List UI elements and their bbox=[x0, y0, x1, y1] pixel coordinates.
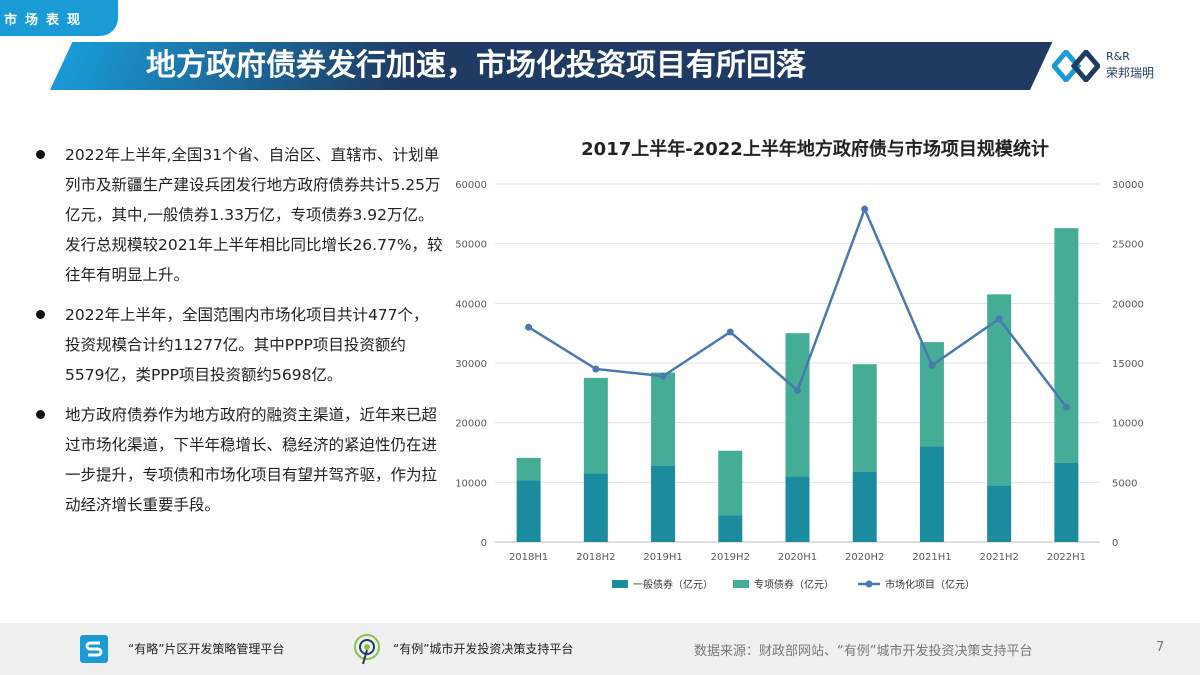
bar-general-bond bbox=[919, 446, 944, 542]
data-source: 数据来源：财政部网站、“有例”城市开发投资决策支持平台 bbox=[694, 644, 1033, 659]
logo-text-cn: 荣邦瑞明 bbox=[1106, 66, 1155, 80]
x-tick-label: 2019H1 bbox=[643, 552, 682, 563]
line-point bbox=[592, 365, 600, 373]
bar-special-bond bbox=[987, 294, 1012, 486]
page-number: 7 bbox=[1156, 640, 1165, 655]
bullet-dot-icon bbox=[36, 150, 45, 159]
y-right-tick-label: 5000 bbox=[1112, 478, 1137, 489]
y-right-tick-label: 0 bbox=[1112, 538, 1118, 549]
line-point bbox=[794, 386, 801, 394]
y-right-tick-label: 15000 bbox=[1112, 359, 1144, 370]
bar-special-bond bbox=[516, 457, 541, 481]
legend-label-special-bond: 专项债券（亿元） bbox=[754, 578, 834, 591]
bar-special-bond bbox=[852, 364, 877, 472]
title-bar: 地方政府债券发行加速，市场化投资项目有所回落 bbox=[50, 42, 1053, 90]
bullet-item: 2022年上半年,全国31个省、自治区、直辖市、计划单列市及新疆生产建设兵团发行… bbox=[36, 140, 444, 290]
x-tick-label: 2022H1 bbox=[1047, 552, 1086, 563]
line-point bbox=[861, 205, 869, 213]
bullet-item: 地方政府债券作为地方政府的融资主渠道，近年来已超过市场化渠道，下半年稳增长、稳经… bbox=[36, 400, 444, 520]
bar-general-bond bbox=[987, 485, 1012, 542]
page-title: 地方政府债券发行加速，市场化投资项目有所回落 bbox=[146, 48, 806, 83]
y-left-tick-label: 10000 bbox=[455, 478, 487, 489]
bar-general-bond bbox=[583, 473, 608, 542]
legend-label-market-projects: 市场化项目（亿元） bbox=[885, 578, 975, 591]
youli-platform-icon bbox=[354, 634, 380, 665]
logo-mark-icon bbox=[1052, 50, 1100, 82]
bullet-text: 2022年上半年，全国范围内市场化项目共计477个，投资规模合计约11277亿。… bbox=[65, 306, 429, 384]
company-logo: R&R 荣邦瑞明 bbox=[1052, 46, 1192, 86]
bar-general-bond bbox=[785, 476, 810, 542]
youlue-platform-icon bbox=[80, 635, 108, 663]
line-point bbox=[726, 328, 734, 336]
chart-title: 2017上半年-2022上半年地方政府债与市场项目规模统计 bbox=[581, 139, 1049, 160]
y-right-tick-label: 25000 bbox=[1112, 240, 1144, 251]
y-right-tick-label: 30000 bbox=[1112, 180, 1144, 191]
x-tick-label: 2019H2 bbox=[711, 552, 750, 563]
x-tick-label: 2021H1 bbox=[912, 552, 951, 563]
bar-general-bond bbox=[516, 480, 541, 542]
bar-special-bond bbox=[651, 372, 676, 466]
legend-label-general-bond: 一般债券（亿元） bbox=[633, 578, 713, 591]
bullet-item: 2022年上半年，全国范围内市场化项目共计477个，投资规模合计约11277亿。… bbox=[36, 300, 444, 390]
y-left-tick-label: 20000 bbox=[455, 419, 487, 430]
y-left-tick-label: 60000 bbox=[455, 180, 487, 191]
logo-text-en: R&R bbox=[1106, 50, 1130, 63]
y-right-tick-label: 10000 bbox=[1112, 419, 1144, 430]
bar-special-bond bbox=[583, 377, 608, 474]
y-left-tick-label: 0 bbox=[481, 538, 487, 549]
bar-general-bond bbox=[718, 515, 743, 542]
combo-chart: 0 10000 20000 30000 40000 50000 60000 0 5000 1000… bbox=[455, 180, 1144, 591]
legend-swatch-special-bond bbox=[733, 580, 749, 588]
platform-youli-label: “有例”城市开发投资决策支持平台 bbox=[393, 642, 574, 656]
y-left-tick-label: 30000 bbox=[455, 359, 487, 370]
x-tick-label: 2021H2 bbox=[979, 552, 1018, 563]
bullet-dot-icon bbox=[36, 410, 45, 419]
bullet-text: 2022年上半年,全国31个省、自治区、直辖市、计划单列市及新疆生产建设兵团发行… bbox=[65, 146, 443, 284]
bar-special-bond bbox=[919, 342, 944, 447]
bullet-text: 地方政府债券作为地方政府的融资主渠道，近年来已超过市场化渠道，下半年稳增长、稳经… bbox=[65, 406, 438, 514]
bar-special-bond bbox=[1054, 228, 1079, 463]
y-left-tick-label: 40000 bbox=[455, 299, 487, 310]
x-tick-label: 2018H2 bbox=[576, 552, 615, 563]
bullet-list: 2022年上半年,全国31个省、自治区、直辖市、计划单列市及新疆生产建设兵团发行… bbox=[36, 140, 444, 530]
bar-special-bond bbox=[785, 333, 810, 477]
y-left-tick-label: 50000 bbox=[455, 240, 487, 251]
line-point bbox=[525, 323, 533, 331]
x-tick-label: 2018H1 bbox=[509, 552, 548, 563]
legend-swatch-general-bond bbox=[612, 580, 628, 588]
bar-special-bond bbox=[718, 450, 743, 516]
bar-general-bond bbox=[1054, 462, 1079, 542]
legend-marker-market-projects bbox=[865, 580, 873, 588]
x-tick-label: 2020H1 bbox=[778, 552, 817, 563]
line-point bbox=[928, 361, 936, 369]
y-right-tick-label: 20000 bbox=[1112, 299, 1144, 310]
footer: “有略”片区开发策略管理平台 “有例”城市开发投资决策支持平台 数据来源：财政部… bbox=[0, 623, 1200, 675]
section-label: 市场表现 bbox=[4, 12, 89, 28]
x-tick-label: 2020H2 bbox=[845, 552, 884, 563]
bullet-dot-icon bbox=[36, 310, 45, 319]
line-point bbox=[995, 315, 1003, 323]
bar-general-bond bbox=[651, 465, 676, 542]
bar-general-bond bbox=[852, 471, 877, 542]
section-tab: 市场表现 bbox=[0, 0, 118, 36]
line-point bbox=[1062, 403, 1070, 411]
line-point bbox=[659, 372, 667, 380]
platform-youlue-label: “有略”片区开发策略管理平台 bbox=[128, 642, 285, 656]
